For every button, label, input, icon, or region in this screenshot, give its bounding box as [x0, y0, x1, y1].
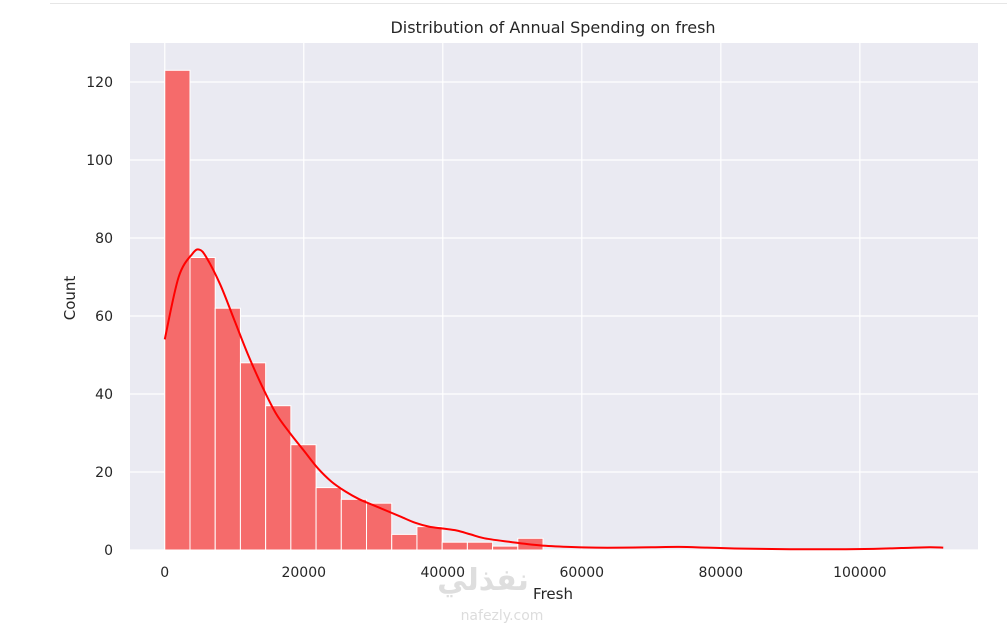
- histogram-bar: [340, 498, 368, 551]
- chart-title: Distribution of Annual Spending on fresh: [390, 18, 715, 37]
- top-border: [50, 0, 1007, 4]
- histogram-bar: [315, 487, 342, 551]
- x-tick-label: 40000: [421, 565, 466, 581]
- histogram-bar: [492, 545, 519, 551]
- y-tick-label: 20: [95, 465, 113, 481]
- y-tick-label: 40: [95, 387, 113, 403]
- y-tick-label: 0: [104, 543, 113, 559]
- histogram-bar: [214, 307, 241, 551]
- x-tick-label: 0: [160, 565, 169, 581]
- x-axis-label: Fresh: [533, 585, 573, 603]
- histogram-bar: [239, 362, 267, 551]
- histogram-bar: [466, 541, 494, 551]
- histogram-bar: [265, 405, 292, 551]
- histogram-bar: [416, 526, 443, 551]
- y-axis-label: Count: [61, 276, 79, 321]
- histogram-bars: [164, 69, 544, 551]
- kde-curve: [163, 248, 944, 551]
- x-tick-labels: 0 20000 40000 60000 80000 100000: [160, 565, 886, 581]
- x-tick-label: 20000: [281, 565, 326, 581]
- x-tick-label: 60000: [560, 565, 605, 581]
- histogram-bar: [164, 69, 191, 551]
- histogram-bar: [189, 257, 216, 551]
- y-tick-label: 100: [86, 153, 113, 169]
- y-tick-label: 80: [95, 231, 113, 247]
- histogram-bar: [391, 533, 418, 551]
- y-tick-label: 120: [86, 75, 113, 91]
- histogram-bar: [441, 541, 468, 551]
- histogram-bar: [366, 502, 393, 551]
- x-tick-label: 80000: [699, 565, 744, 581]
- x-tick-label: 100000: [833, 565, 886, 581]
- watermark-latin: nafezly.com: [461, 608, 544, 624]
- y-tick-label: 60: [95, 309, 113, 325]
- y-tick-labels: 0 20 40 60 80 100 120: [86, 75, 113, 559]
- watermark-arabic: نفذلي: [437, 563, 529, 598]
